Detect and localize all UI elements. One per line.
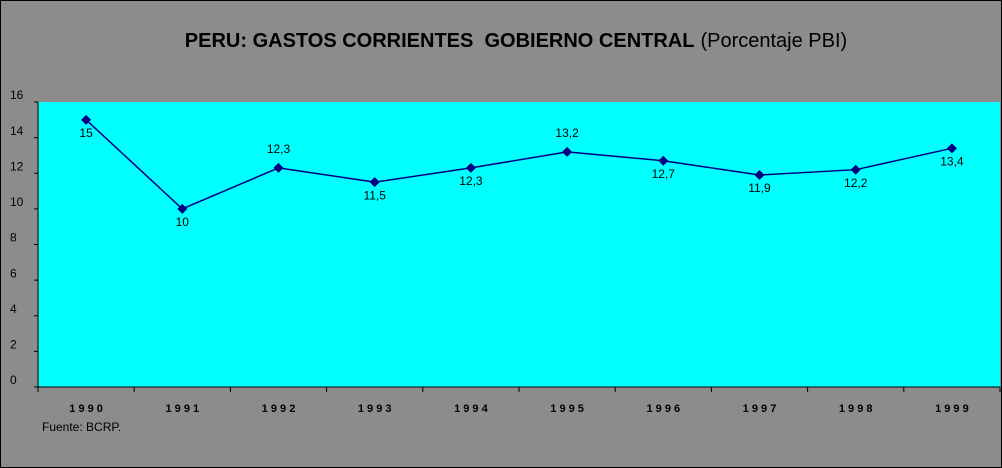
data-label: 12,7	[652, 167, 676, 181]
y-tick-label: 6	[10, 266, 17, 280]
x-tick-label: 1 9 9 8	[839, 403, 873, 415]
marker	[562, 146, 573, 157]
line	[85, 119, 953, 210]
y-tick-label: 16	[10, 88, 24, 102]
marker	[465, 162, 476, 173]
subtitle: (Porcentaje PBI)	[700, 30, 847, 52]
x-tick-label: 1 9 9 7	[743, 403, 777, 415]
source-note: Fuente: BCRP.	[42, 420, 121, 434]
marker	[369, 177, 380, 188]
y-tick-label: 2	[10, 338, 17, 352]
data-label: 12,3	[267, 142, 291, 156]
marker	[658, 155, 669, 166]
chart-title: PERU: GASTOS CORRIENTES GOBIERNO CENTRAL…	[185, 30, 847, 52]
title: PERU: GASTOS CORRIENTES GOBIERNO CENTRAL	[185, 30, 695, 52]
y-tick-label: 12	[10, 159, 24, 173]
data-label: 13,2	[555, 126, 579, 140]
y-tick-label: 14	[10, 124, 24, 138]
marker	[850, 164, 861, 175]
x-tick-label: 1 9 9 1	[165, 403, 199, 415]
data-label: 10	[176, 215, 190, 229]
data-label: 12,3	[459, 174, 483, 188]
y-tick-label: 0	[10, 373, 17, 387]
data-label: 13,4	[940, 154, 964, 168]
marker	[273, 162, 284, 173]
data-label: 11,9	[748, 181, 771, 195]
x-tick-label: 1 9 9 6	[646, 403, 680, 415]
y-tick-label: 10	[10, 195, 24, 209]
marker	[946, 143, 957, 154]
x-tick-label: 1 9 9 0	[69, 403, 103, 415]
x-tick-label: 1 9 9 5	[550, 403, 584, 415]
marker	[754, 170, 765, 181]
y-tick-label: 8	[10, 231, 17, 245]
y-tick-label: 4	[10, 302, 17, 316]
data-label: 11,5	[363, 188, 386, 202]
marker	[177, 203, 188, 214]
marker	[81, 114, 92, 125]
data-label: 12,2	[844, 176, 868, 190]
data-label: 15	[79, 126, 93, 140]
x-tick-label: 1 9 9 9	[935, 403, 969, 415]
x-tick-label: 1 9 9 3	[358, 403, 392, 415]
plot-area	[38, 102, 1000, 387]
x-tick-label: 1 9 9 2	[262, 403, 296, 415]
x-tick-label: 1 9 9 4	[454, 403, 489, 415]
